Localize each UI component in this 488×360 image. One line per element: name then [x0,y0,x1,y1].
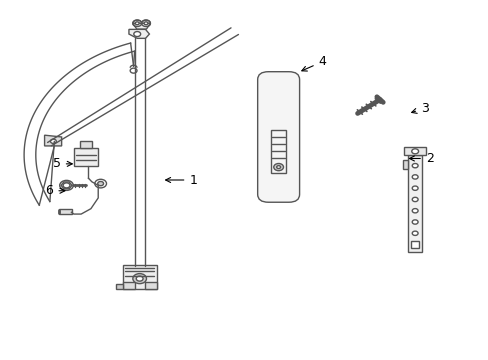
Circle shape [411,208,417,213]
Polygon shape [59,209,72,215]
Circle shape [411,149,418,154]
Circle shape [133,20,142,27]
Circle shape [63,183,70,188]
Circle shape [50,139,56,143]
Circle shape [411,197,417,202]
Circle shape [144,22,148,25]
Circle shape [60,180,73,190]
Text: 3: 3 [411,102,428,115]
Text: 1: 1 [165,174,197,186]
Polygon shape [410,241,418,248]
Circle shape [133,274,146,284]
Text: 5: 5 [53,157,72,170]
Circle shape [276,166,280,168]
Polygon shape [74,148,98,166]
Circle shape [411,231,417,235]
Polygon shape [122,282,135,289]
Text: 6: 6 [45,184,65,197]
Polygon shape [80,140,92,148]
Polygon shape [403,160,407,169]
Circle shape [136,276,143,281]
Circle shape [411,186,417,190]
Circle shape [411,220,417,224]
Circle shape [135,22,139,25]
Polygon shape [44,135,61,146]
Circle shape [134,32,141,37]
FancyBboxPatch shape [257,72,299,202]
Circle shape [273,163,283,171]
Text: 2: 2 [408,152,433,165]
Polygon shape [133,23,150,29]
Polygon shape [116,284,122,289]
Polygon shape [129,30,149,39]
Circle shape [411,175,417,179]
Polygon shape [407,155,421,252]
Circle shape [142,20,150,27]
Polygon shape [122,265,157,289]
Text: 4: 4 [301,55,326,71]
Circle shape [98,181,103,186]
Polygon shape [404,147,425,155]
Polygon shape [144,282,157,289]
Circle shape [411,163,417,168]
